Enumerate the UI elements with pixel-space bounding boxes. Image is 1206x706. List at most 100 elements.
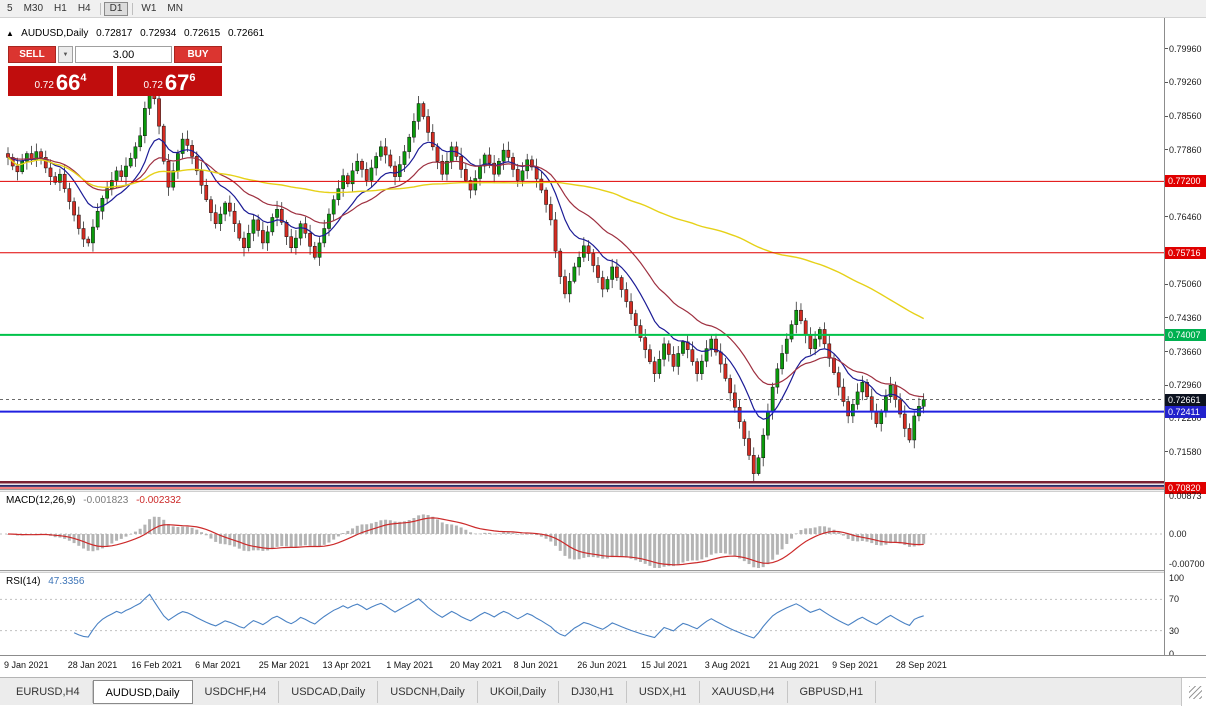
macd-axis-label: 0.00873: [1169, 491, 1202, 502]
sell-price-pip-digit: 4: [80, 72, 87, 84]
date-label: 9 Sep 2021: [832, 660, 879, 670]
price-axis[interactable]: 0.79960 0.79260 0.78560 0.77860 0.76460 0.750…: [1164, 18, 1206, 659]
ohlc-open: 0.72817: [96, 28, 133, 39]
date-label: 1 May 2021: [386, 660, 434, 670]
price-level-tag[interactable]: 0.75716: [1165, 246, 1206, 259]
macd-signal-line: [7, 517, 924, 566]
horizontal-level-lines[interactable]: [0, 180, 1164, 489]
price-axis-label: 0.75060: [1169, 279, 1202, 290]
price-axis-tick: [1165, 81, 1168, 83]
date-label: 9 Jan 2021: [4, 660, 49, 670]
chart-tab-eurusd-h4[interactable]: EURUSD,H4: [4, 680, 93, 703]
ohlc-low: 0.72615: [184, 28, 221, 39]
chart-tab-xauusd-h4[interactable]: XAUUSD,H4: [700, 680, 788, 703]
timeframe-button-h4[interactable]: H4: [77, 2, 91, 14]
ma-line-ma_fast_blue: [7, 138, 924, 420]
price-axis-label: 0.76460: [1169, 211, 1202, 222]
rsi-axis-label: 0: [1169, 649, 1175, 659]
date-label: 3 Aug 2021: [704, 660, 751, 670]
timeframe-toolbar: 5 M30 H1 H4 D1 W1 MN: [0, 0, 1206, 18]
date-label: 28 Jan 2021: [67, 660, 118, 670]
sell-button[interactable]: SELL: [8, 46, 56, 63]
chart-tab-audusd-daily[interactable]: AUDUSD,Daily: [92, 679, 193, 704]
price-axis-label: 0.71580: [1169, 446, 1202, 457]
timeframe-button-m30[interactable]: M30: [23, 2, 44, 14]
price-level-tag[interactable]: 0.74007: [1165, 328, 1206, 341]
price-axis-tick: [1165, 351, 1168, 353]
candles-group: [6, 67, 926, 483]
one-click-panel-toggle-icon[interactable]: ▲: [6, 29, 14, 38]
macd-axis-label: -0.00700: [1169, 559, 1205, 570]
pane-divider[interactable]: [0, 489, 1206, 492]
macd-signal-value: -0.002332: [136, 495, 182, 506]
candlestick-chart[interactable]: [0, 18, 1164, 489]
ohlc-high: 0.72934: [140, 28, 177, 39]
timeframe-button-d1[interactable]: D1: [103, 1, 129, 16]
macd-title: MACD(12,26,9): [6, 495, 76, 506]
toolbar-separator: [99, 2, 101, 15]
buy-price-box[interactable]: 0.72 67 6: [117, 66, 222, 96]
chart-area[interactable]: ▲ AUDUSD,Daily 0.72817 0.72934 0.72615 0…: [0, 18, 1206, 677]
chart-tabs-bar: EURUSD,H4 AUDUSD,Daily USDCHF,H4 USDCAD,Dai…: [0, 677, 1206, 706]
timeframe-button-mn[interactable]: MN: [167, 2, 183, 14]
price-level-tag[interactable]: 0.70820: [1165, 482, 1206, 495]
sell-price-box[interactable]: 0.72 66 4: [8, 66, 113, 96]
tabbar-corner: [1181, 677, 1206, 706]
rsi-title: RSI(14): [6, 576, 41, 587]
macd-indicator-pane[interactable]: [0, 492, 1164, 570]
timeframe-button-h1[interactable]: H1: [54, 2, 67, 14]
rsi-indicator-pane[interactable]: [0, 573, 1164, 655]
timeframe-button-5[interactable]: 5: [7, 2, 13, 14]
rsi-line: [73, 593, 924, 639]
price-axis-label: 0.74360: [1169, 312, 1202, 323]
macd-histogram: [6, 514, 926, 568]
rsi-header: RSI(14) 47.3356: [6, 576, 89, 587]
pane-divider[interactable]: [0, 570, 1206, 573]
rsi-value: 47.3356: [48, 576, 85, 587]
resize-grip-icon[interactable]: [1189, 685, 1202, 699]
chart-tab-gbpusd-h1[interactable]: GBPUSD,H1: [788, 680, 877, 703]
date-label: 25 Mar 2021: [258, 660, 310, 670]
date-label: 26 Jun 2021: [577, 660, 627, 670]
price-axis-tick: [1165, 417, 1168, 419]
buy-button[interactable]: BUY: [174, 46, 222, 63]
price-axis-label: 0.78560: [1169, 111, 1202, 122]
ma-line-ma_slow_yellow: [7, 156, 925, 320]
price-level-tag[interactable]: 0.72411: [1165, 405, 1206, 418]
date-label: 28 Sep 2021: [895, 660, 947, 670]
price-axis-tick: [1165, 48, 1168, 50]
price-axis-tick: [1165, 384, 1168, 386]
chart-tab-ukoil-daily[interactable]: UKOil,Daily: [478, 680, 560, 703]
date-label: 21 Aug 2021: [768, 660, 819, 670]
chart-tab-usdx-h1[interactable]: USDX,H1: [627, 680, 700, 703]
ma-line-ma_mid_darkred: [7, 156, 924, 398]
date-label: 6 Mar 2021: [195, 660, 241, 670]
volume-dropdown-icon[interactable]: ▼: [58, 46, 73, 63]
date-label: 16 Feb 2021: [131, 660, 182, 670]
chart-tab-usdchf-h4[interactable]: USDCHF,H4: [193, 680, 280, 703]
date-label: 20 May 2021: [449, 660, 502, 670]
price-axis-label: 0.72960: [1169, 380, 1202, 391]
timeframe-button-w1[interactable]: W1: [141, 2, 157, 14]
price-level-tag[interactable]: 0.77200: [1165, 175, 1206, 188]
price-axis-tick: [1165, 149, 1168, 151]
toolbar-separator: [132, 2, 134, 15]
price-axis-tick: [1165, 451, 1168, 452]
buy-price-big-digits: 67: [164, 70, 190, 95]
date-label: 13 Apr 2021: [322, 660, 372, 670]
ohlc-close: 0.72661: [227, 28, 265, 39]
price-level-tag[interactable]: 0.72661: [1165, 393, 1206, 406]
chart-tab-usdcnh-daily[interactable]: USDCNH,Daily: [378, 680, 478, 703]
buy-price-pip-digit: 6: [189, 72, 196, 84]
buy-price-prefix: 0.72: [143, 80, 163, 91]
sell-price-prefix: 0.72: [34, 80, 54, 91]
chart-tab-dj30-h1[interactable]: DJ30,H1: [559, 680, 627, 703]
price-axis-label: 0.79960: [1169, 43, 1202, 54]
price-axis-label: 0.79260: [1169, 77, 1202, 88]
date-axis[interactable]: 9 Jan 2021 28 Jan 2021 16 Feb 2021 6 Mar 20…: [0, 655, 1206, 677]
rsi-axis-label: 30: [1169, 625, 1180, 636]
chart-tab-usdcad-daily[interactable]: USDCAD,Daily: [279, 680, 379, 703]
volume-input[interactable]: 3.00: [75, 46, 172, 63]
price-axis-label: 0.73660: [1169, 346, 1202, 357]
rsi-axis-label: 70: [1169, 594, 1180, 605]
